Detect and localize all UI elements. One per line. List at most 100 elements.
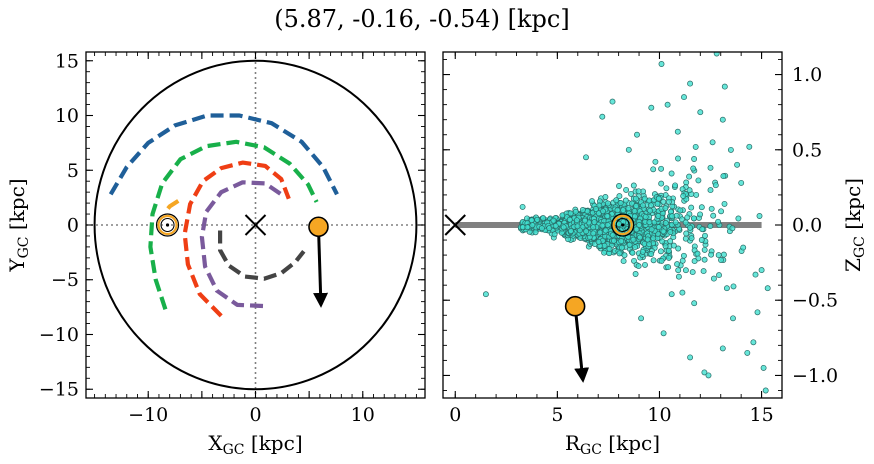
star-point [719,345,726,352]
star-point [654,200,661,207]
star-point [715,218,722,225]
left-x-axis-label: XGC [kpc] [208,431,302,458]
figure-title: (5.87, -0.16, -0.54) [kpc] [274,5,569,33]
star-point [604,200,611,207]
star-point [528,217,535,224]
star-point [628,190,634,197]
star-point [697,211,704,218]
spiral-arm-5 [218,230,306,281]
sun-dot [165,223,170,227]
star-point [762,387,769,394]
star-point [692,143,699,150]
star-point [579,207,586,213]
star-point [712,182,719,189]
star-point [631,257,637,264]
star-point [723,285,730,292]
star-point [655,213,662,219]
star-point [648,251,655,257]
star-point [663,185,670,192]
star-point [682,235,689,242]
star-point [626,241,633,248]
star-point [618,244,625,251]
star-point [632,213,638,220]
star-point [729,225,736,232]
sun-outer-ring [611,213,635,237]
star-point [710,275,717,282]
star-point [529,222,536,229]
star-point [734,161,741,168]
star-point [630,236,637,243]
star-point [690,165,697,172]
y-tick-label: −15 [39,379,79,401]
star-point [640,202,646,209]
star-point [690,215,697,222]
y-tick-label: −0.5 [792,290,838,312]
star-point [701,246,708,253]
star-point [664,101,671,108]
star-point [599,222,606,229]
star-point [680,193,687,199]
left-y-axis-label: YGC [kpc] [5,178,32,272]
boundary-circle [93,59,418,391]
star-point [592,206,599,212]
star-point [720,173,727,180]
star-point [710,212,717,219]
star-point [665,198,672,205]
star-point [691,300,698,307]
y-tick-label: 10 [55,105,79,127]
star-point [620,258,627,265]
star-point [707,223,714,230]
star-point [532,229,539,236]
star-point [625,146,632,153]
star-point [686,173,693,180]
star-point [665,264,672,271]
star-point [550,217,557,224]
star-point [750,339,757,346]
star-point [552,222,559,229]
star-point [662,220,669,226]
star-point [632,195,639,202]
star-point [701,256,708,263]
star-point [658,180,665,187]
star-point [595,238,602,245]
star-point [540,215,547,222]
star-point [655,224,662,231]
star-point [694,250,701,257]
star-point [648,104,655,111]
star-point [756,213,763,219]
star-point [573,217,580,224]
right-x-axis-label: RGC [kpc] [565,431,660,458]
sun-inner-ring [160,217,175,233]
star-point [566,216,573,223]
star-point [634,131,640,138]
star-point [581,217,588,224]
star-point [679,216,685,223]
star-point [675,245,682,252]
star-point [601,249,608,256]
star-point [609,98,616,105]
star-point [709,139,716,146]
y-tick-label: 0.5 [792,139,822,161]
star-point [707,164,714,171]
star-point [638,315,645,322]
star-point [617,200,624,206]
star-point [672,219,679,226]
star-point [684,214,691,221]
star-point [650,257,657,264]
reference-lines [86,52,425,398]
star-point [655,195,662,202]
star-point [687,354,694,361]
star-point [665,254,672,261]
star-point [583,154,589,161]
x-tick-label: 10 [647,404,671,426]
star-point [636,222,643,228]
star-point [574,223,581,230]
star-point [760,364,767,371]
star-point [639,248,646,255]
spiral-arms [108,113,339,318]
star-point [708,251,715,258]
star-point [524,224,531,231]
star-point [746,143,753,150]
star-point [652,158,659,165]
star-point [695,177,702,184]
